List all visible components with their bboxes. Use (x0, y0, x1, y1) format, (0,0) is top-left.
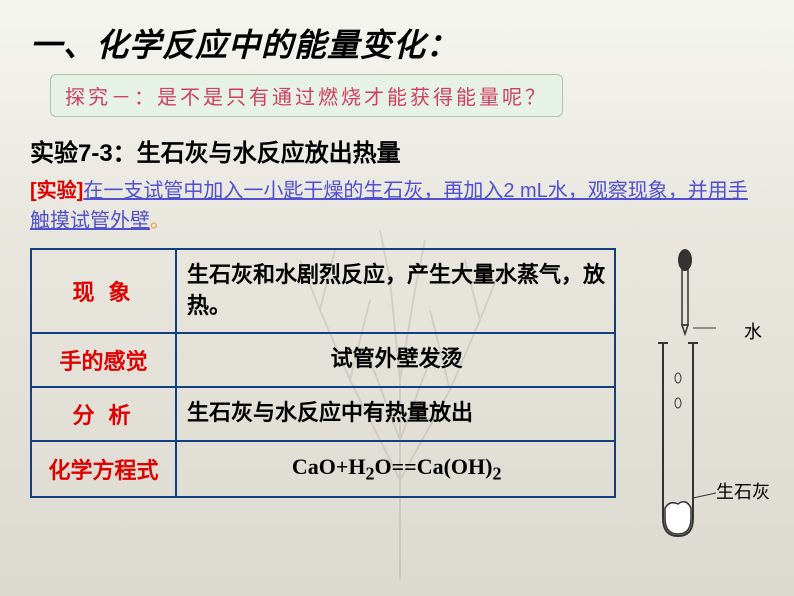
exp-period: 。 (150, 210, 170, 232)
inquiry-box: 探究－：是不是只有通过燃烧才能获得能量呢？ (50, 74, 563, 117)
test-tube-diagram: 水 生石灰 (628, 248, 764, 558)
table-row: 手的感觉 试管外壁发烫 (31, 333, 615, 387)
label-lime: 生石灰 (716, 478, 770, 504)
row-label-analysis: 分析 (31, 387, 176, 441)
experiment-description: [实验]在一支试管中加入一小匙干燥的生石灰，再加入2 mL水，观察现象，并用手触… (30, 176, 764, 236)
row-label-feeling: 手的感觉 (31, 333, 176, 387)
row-content-equation: CaO+H2O==Ca(OH)2 (176, 441, 615, 498)
row-label-phenomenon: 现象 (31, 249, 176, 333)
tube-svg (638, 248, 718, 548)
label-water: 水 (744, 318, 762, 344)
exp-label-bracket: [实验] (30, 180, 83, 202)
table-row: 化学方程式 CaO+H2O==Ca(OH)2 (31, 441, 615, 498)
experiment-table: 现象 生石灰和水剧烈反应，产生大量水蒸气，放热。 手的感觉 试管外壁发烫 分析 … (30, 248, 616, 498)
row-content-feeling: 试管外壁发烫 (176, 333, 615, 387)
exp-procedure-link[interactable]: 在一支试管中加入一小匙干燥的生石灰，再加入2 mL水，观察现象，并用手触摸试管外… (30, 180, 748, 232)
row-content-analysis: 生石灰与水反应中有热量放出 (176, 387, 615, 441)
row-content-phenomenon: 生石灰和水剧烈反应，产生大量水蒸气，放热。 (176, 249, 615, 333)
table-row: 分析 生石灰与水反应中有热量放出 (31, 387, 615, 441)
row-label-equation: 化学方程式 (31, 441, 176, 498)
section-title: 一、化学反应中的能量变化： (30, 20, 764, 66)
table-row: 现象 生石灰和水剧烈反应，产生大量水蒸气，放热。 (31, 249, 615, 333)
experiment-title: 实验7-3：生石灰与水反应放出热量 (30, 133, 764, 168)
